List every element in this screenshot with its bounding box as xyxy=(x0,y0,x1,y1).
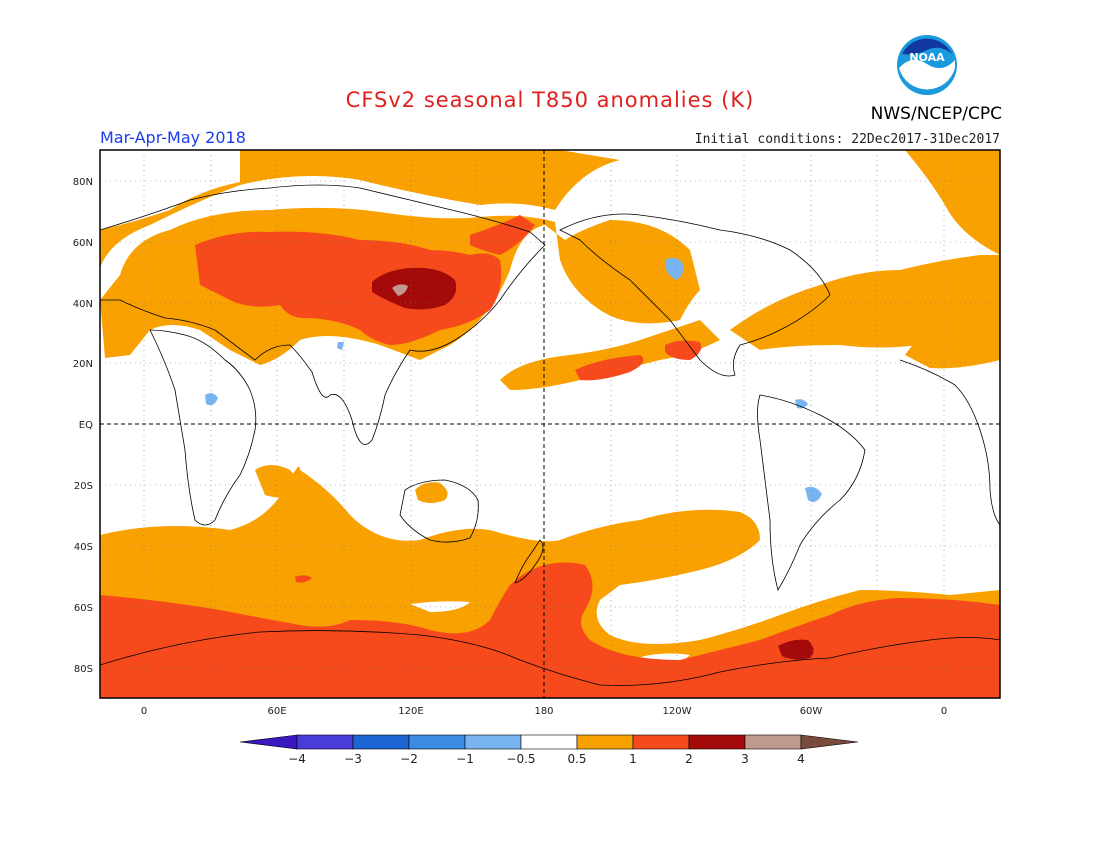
coastlines xyxy=(100,184,1000,686)
noaa-logo: NOAA xyxy=(897,35,957,95)
colorbar-label: −4 xyxy=(288,752,306,766)
colorbar-segment xyxy=(576,734,634,750)
colorbar-label: 3 xyxy=(741,752,749,766)
map-frame xyxy=(99,149,1001,699)
lat-label: 20N xyxy=(73,359,93,370)
colorbar-label: −0.5 xyxy=(506,752,535,766)
colorbar-segment xyxy=(408,734,466,750)
lat-label: EQ xyxy=(79,420,93,431)
lon-label: 180 xyxy=(534,706,553,717)
lat-axis: 80N 60N 40N 20N EQ 20S 40S 60S 80S xyxy=(73,177,93,675)
lon-label: 120W xyxy=(663,706,692,717)
colorbar-segment xyxy=(632,734,690,750)
lat-label: 60S xyxy=(74,603,93,614)
anomaly-field xyxy=(100,150,1000,698)
lon-label: 120E xyxy=(398,706,423,717)
colorbar-label: −2 xyxy=(400,752,418,766)
lon-label: 60E xyxy=(267,706,286,717)
colorbar-label: −3 xyxy=(344,752,362,766)
chart-title: CFSv2 seasonal T850 anomalies (K) xyxy=(345,88,755,112)
lat-label: 80N xyxy=(73,177,93,188)
lat-label: 40S xyxy=(74,542,93,553)
gridlines xyxy=(100,150,1000,698)
colorbar-segment xyxy=(352,734,410,750)
anomaly-band-lightblue xyxy=(205,257,822,502)
colorbar-segment xyxy=(744,734,802,750)
colorbar-arrow-right xyxy=(800,734,859,750)
lon-label: 0 xyxy=(941,706,947,717)
colorbar-label: −1 xyxy=(456,752,474,766)
lon-axis: 0 60E 120E 180 120W 60W 0 xyxy=(141,706,947,717)
initial-conditions-label: Initial conditions: 22Dec2017-31Dec2017 xyxy=(694,132,1000,147)
colorbar-label: 2 xyxy=(685,752,693,766)
colorbar-arrow-left xyxy=(239,734,298,750)
lat-label: 80S xyxy=(74,664,93,675)
colorbar-segment xyxy=(296,734,354,750)
agency-label: NWS/NCEP/CPC xyxy=(870,104,1002,124)
lat-label: 60N xyxy=(73,238,93,249)
noaa-logo-text: NOAA xyxy=(909,51,945,64)
colorbar-segment xyxy=(688,734,746,750)
lon-label: 0 xyxy=(141,706,147,717)
anomaly-band-peak xyxy=(392,284,408,296)
anomaly-band-darkred xyxy=(372,267,814,660)
season-label: Mar-Apr-May 2018 xyxy=(100,128,246,147)
colorbar-segment xyxy=(520,734,578,750)
lat-label: 20S xyxy=(74,481,93,492)
lat-label: 40N xyxy=(73,299,93,310)
colorbar: −4 −3 −2 −1 −0.5 0.5 1 2 3 4 xyxy=(239,734,859,766)
colorbar-label: 1 xyxy=(629,752,637,766)
colorbar-label: 0.5 xyxy=(567,752,586,766)
colorbar-segment xyxy=(464,734,522,750)
colorbar-label: 4 xyxy=(797,752,805,766)
anomaly-band-red xyxy=(100,215,1000,698)
lon-label: 60W xyxy=(800,706,823,717)
